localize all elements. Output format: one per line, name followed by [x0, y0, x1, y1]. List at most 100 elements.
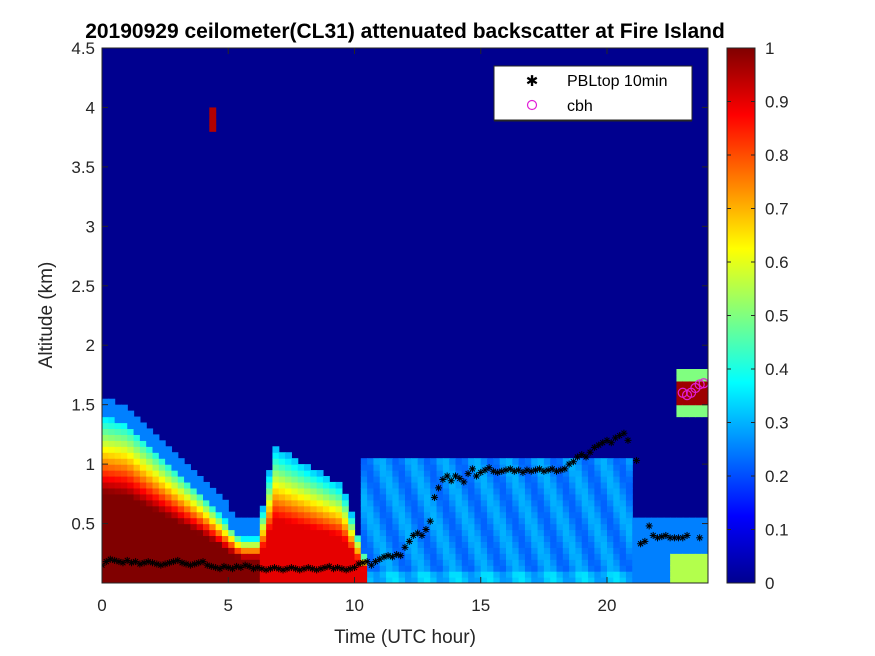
heatmap-cell	[436, 481, 444, 489]
heatmap-cell	[304, 481, 311, 489]
heatmap-cell	[676, 380, 684, 388]
heatmap-cell	[461, 511, 469, 519]
heatmap-cell	[644, 553, 652, 560]
pbltop-point-stroke	[225, 564, 232, 571]
heatmap-cell	[386, 535, 393, 542]
pbltop-point	[641, 537, 649, 545]
heatmap-cell	[354, 547, 362, 554]
heatmap-cell	[638, 535, 646, 542]
pbltop-point-stroke	[292, 565, 299, 572]
heatmap-cell	[493, 511, 501, 519]
heatmap-cell	[411, 476, 419, 483]
heatmap-cell	[304, 476, 311, 483]
heatmap-cell	[120, 452, 128, 459]
heatmap-cell	[442, 577, 450, 583]
heatmap-cell	[108, 577, 116, 583]
heatmap-cell	[392, 523, 400, 531]
heatmap-cell	[165, 541, 173, 548]
heatmap-cell	[266, 547, 274, 554]
heatmap-cell	[285, 559, 292, 566]
heatmap-cell	[455, 517, 463, 525]
heatmap-cell	[304, 529, 311, 537]
pbltop-point-stroke	[675, 534, 682, 541]
heatmap-cell	[455, 547, 463, 554]
heatmap-cell	[613, 517, 621, 525]
pbltop-point	[216, 565, 224, 573]
heatmap-cell	[310, 523, 318, 531]
heatmap-cell	[581, 505, 589, 513]
heatmap-cell	[480, 493, 488, 501]
heatmap-cell	[689, 529, 696, 537]
x-tick-label: 20	[598, 596, 617, 615]
pbltop-point-stroke	[448, 477, 455, 484]
heatmap-cell	[550, 511, 558, 519]
heatmap-cell	[184, 541, 191, 548]
heatmap-cell	[398, 523, 406, 531]
heatmap-cell	[518, 517, 526, 525]
pbltop-point-stroke	[212, 564, 219, 571]
heatmap-cell	[386, 523, 393, 531]
heatmap-cell	[221, 559, 229, 566]
heatmap-cell	[676, 369, 684, 376]
y-tick-label: 1.5	[71, 396, 95, 415]
pbltop-point	[351, 564, 358, 572]
heatmap-cell	[581, 470, 589, 477]
heatmap-cell	[613, 511, 621, 519]
heatmap-cell	[285, 547, 292, 554]
heatmap-cell	[341, 517, 349, 525]
heatmap-cell	[102, 440, 109, 447]
heatmap-cell	[291, 481, 299, 489]
heatmap-cell	[468, 547, 476, 554]
colorbar-tick-label: 1	[765, 39, 774, 58]
heatmap-cell	[127, 553, 135, 560]
heatmap-cell	[524, 505, 532, 513]
colorbar-tick-label: 0.3	[765, 414, 789, 433]
heatmap-cell	[480, 547, 488, 554]
heatmap-cell	[146, 476, 154, 483]
heatmap-cell	[386, 547, 393, 554]
heatmap-cell	[480, 499, 488, 507]
heatmap-cell	[367, 470, 375, 477]
heatmap-cell	[436, 505, 444, 513]
heatmap-cell	[499, 493, 507, 501]
heatmap-cell	[379, 487, 387, 495]
heatmap-cell	[310, 470, 318, 477]
heatmap-cell	[133, 547, 141, 554]
heatmap-cell	[108, 541, 116, 548]
heatmap-cell	[701, 517, 708, 525]
heatmap-cell	[102, 434, 109, 441]
heatmap-cell	[575, 476, 583, 483]
heatmap-cell	[379, 470, 387, 477]
heatmap-cell	[127, 517, 135, 525]
heatmap-cell	[581, 547, 589, 554]
heatmap-cell	[569, 464, 577, 471]
heatmap-cell	[316, 535, 324, 542]
heatmap-cell	[114, 571, 122, 578]
heatmap-cell	[108, 481, 116, 489]
heatmap-cell	[373, 571, 381, 578]
heatmap-cell	[360, 553, 368, 560]
y-tick-label: 2	[86, 336, 95, 355]
heatmap-cell	[449, 541, 457, 548]
pbltop-point-stroke	[217, 565, 223, 572]
heatmap-cell	[228, 511, 236, 519]
heatmap-cell	[512, 529, 520, 537]
heatmap-cell	[436, 535, 444, 542]
heatmap-cell	[417, 487, 425, 495]
heatmap-cell	[701, 523, 708, 531]
heatmap-cell	[247, 535, 255, 542]
heatmap-cell	[203, 577, 210, 583]
heatmap-cell	[506, 505, 513, 513]
heatmap-cell	[594, 547, 602, 554]
heatmap-cell	[537, 481, 545, 489]
pbltop-point-stroke	[179, 559, 185, 566]
heatmap-cell	[405, 511, 412, 519]
heatmap-cell	[398, 499, 406, 507]
heatmap-cell	[417, 559, 425, 566]
heatmap-cell	[449, 547, 457, 554]
heatmap-cell	[102, 452, 109, 459]
heatmap-cell	[556, 493, 564, 501]
heatmap-cell	[562, 505, 570, 513]
heatmap-cell	[322, 541, 330, 548]
x-axis-ticks: 0 5 10 15 20	[97, 48, 616, 615]
